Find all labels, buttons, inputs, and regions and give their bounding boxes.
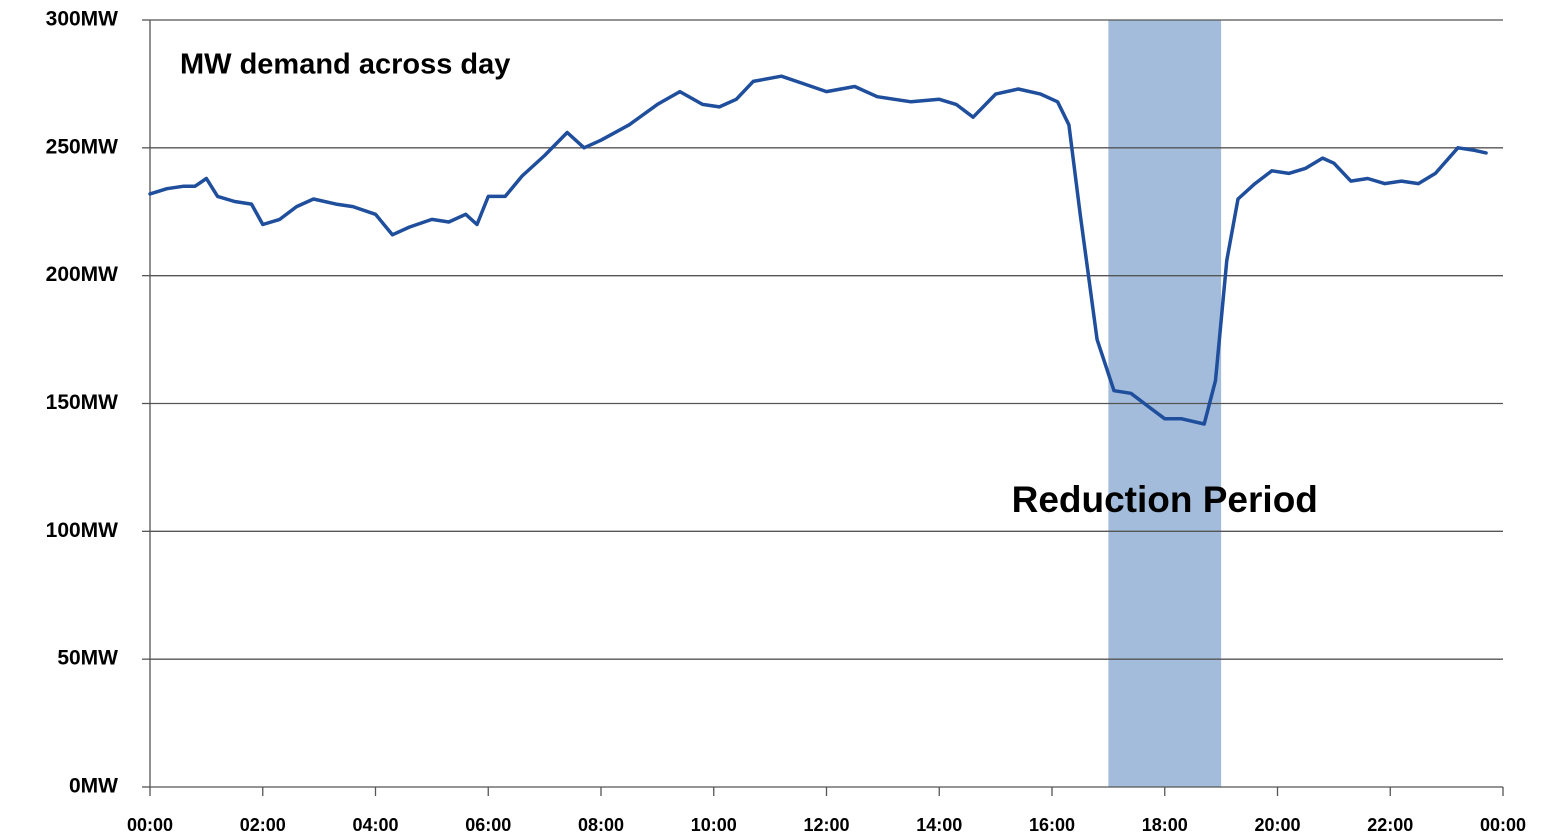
demand-line: [148, 74, 1488, 426]
x-tick-label: 08:00: [578, 815, 624, 835]
x-tick-label: 18:00: [1142, 815, 1188, 835]
x-tick-label: 00:00: [127, 815, 173, 835]
x-tick-label: 12:00: [803, 815, 849, 835]
x-tick-label: 06:00: [465, 815, 511, 835]
x-tick-label: 22:00: [1367, 815, 1413, 835]
x-tick-label: 20:00: [1254, 815, 1300, 835]
x-tick-label: 10:00: [691, 815, 737, 835]
y-tick-label: 150MW: [46, 391, 119, 414]
x-tick-label: 14:00: [916, 815, 962, 835]
y-tick-label: 50MW: [57, 647, 118, 670]
y-tick-label: 300MW: [46, 8, 119, 31]
y-tick-label: 0MW: [69, 775, 118, 798]
y-tick-label: 200MW: [46, 263, 119, 286]
x-tick-label: 02:00: [240, 815, 286, 835]
annotation: Reduction Period: [1012, 479, 1318, 520]
x-tick-label: 04:00: [352, 815, 398, 835]
y-tick-label: 250MW: [46, 135, 119, 158]
chart-title: MW demand across day: [180, 49, 510, 81]
y-tick-label: 100MW: [46, 519, 119, 542]
x-tick-label: 16:00: [1029, 815, 1075, 835]
x-tick-label: 00:00: [1480, 815, 1526, 835]
